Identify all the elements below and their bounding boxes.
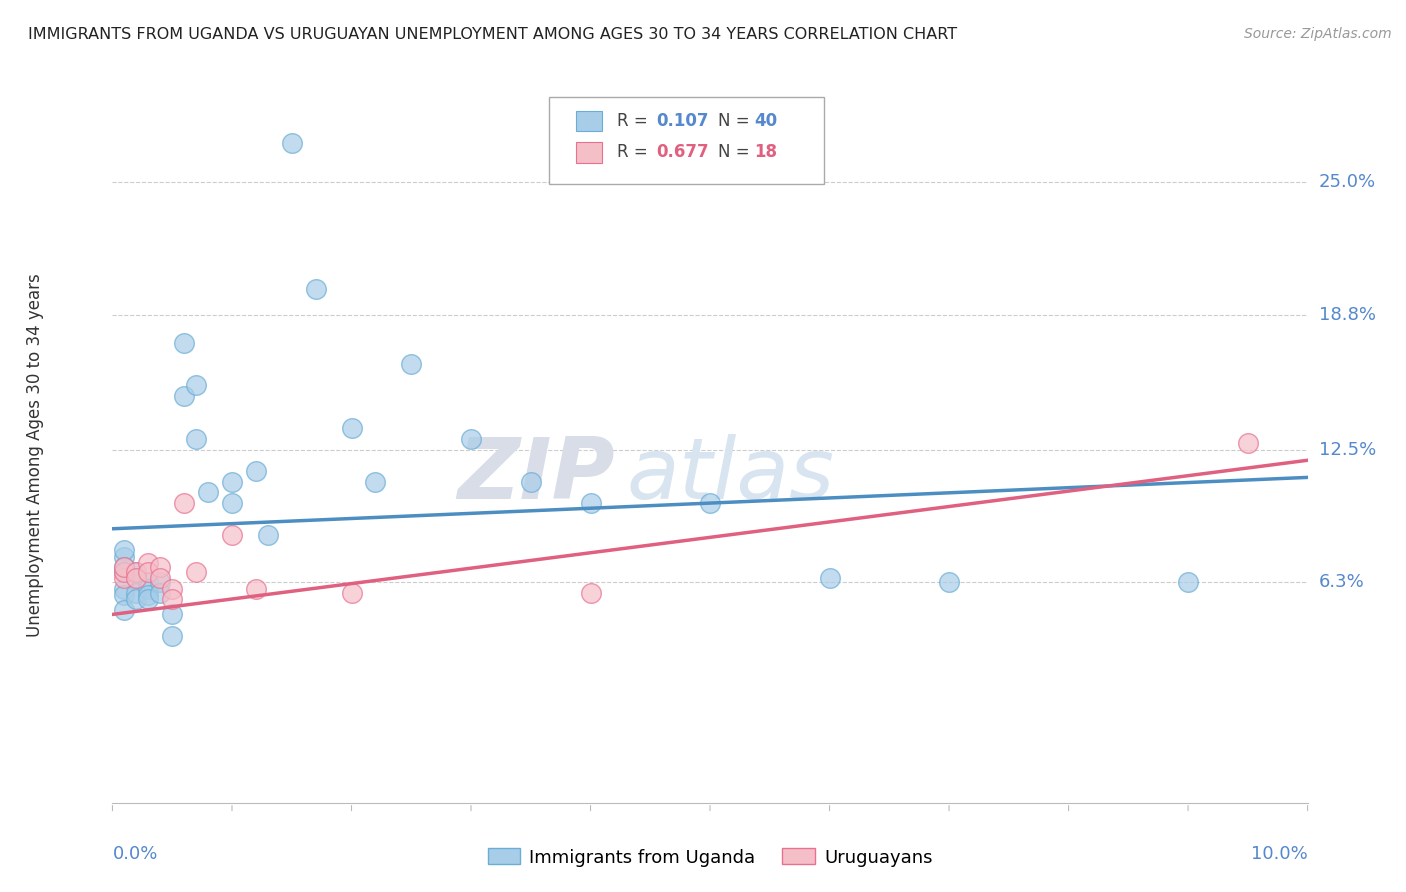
Point [114, 543, 135, 558]
Point [162, 582, 183, 596]
Text: N =: N = [718, 112, 755, 130]
Point [149, 575, 172, 590]
Text: 0.677: 0.677 [657, 144, 709, 161]
Point [245, 582, 267, 596]
Text: 6.3%: 6.3% [1319, 574, 1364, 591]
Text: ZIP: ZIP [457, 434, 614, 517]
Point [579, 496, 602, 510]
Point [125, 565, 148, 579]
Point [125, 571, 148, 585]
Point [699, 496, 721, 510]
Text: R =: R = [617, 144, 652, 161]
Point [221, 475, 243, 489]
Point [149, 571, 172, 585]
Point [114, 560, 135, 574]
Point [197, 485, 219, 500]
Text: 40: 40 [754, 112, 778, 130]
Text: 0.107: 0.107 [657, 112, 709, 130]
Point [186, 565, 208, 579]
Point [304, 282, 326, 296]
Point [125, 565, 148, 579]
Point [138, 588, 160, 602]
Point [125, 592, 148, 607]
Text: 0.0%: 0.0% [112, 845, 157, 863]
Point [114, 603, 135, 617]
Point [173, 496, 195, 510]
FancyBboxPatch shape [576, 111, 603, 131]
Point [340, 421, 363, 435]
Point [245, 464, 267, 478]
Point [173, 389, 195, 403]
Point [114, 588, 135, 602]
FancyBboxPatch shape [548, 96, 824, 184]
Point [340, 586, 363, 600]
Point [149, 560, 172, 574]
Point [186, 378, 208, 392]
Text: Unemployment Among Ages 30 to 34 years: Unemployment Among Ages 30 to 34 years [25, 273, 44, 637]
Point [257, 528, 280, 542]
Legend: Immigrants from Uganda, Uruguayans: Immigrants from Uganda, Uruguayans [481, 841, 939, 874]
Point [114, 549, 135, 564]
Point [221, 496, 243, 510]
Point [1237, 436, 1260, 450]
Point [162, 629, 183, 643]
Point [281, 136, 304, 151]
Text: 25.0%: 25.0% [1319, 173, 1376, 191]
Point [460, 432, 482, 446]
Point [401, 357, 423, 371]
Point [138, 565, 160, 579]
Point [579, 586, 602, 600]
Point [1177, 575, 1199, 590]
FancyBboxPatch shape [576, 142, 603, 162]
Point [138, 592, 160, 607]
Text: atlas: atlas [626, 434, 834, 517]
Point [162, 592, 183, 607]
Point [938, 575, 960, 590]
Point [138, 556, 160, 570]
Point [114, 560, 135, 574]
Point [149, 586, 172, 600]
Point [114, 582, 135, 596]
Text: 18.8%: 18.8% [1319, 306, 1375, 324]
Point [162, 607, 183, 622]
Point [818, 571, 841, 585]
Point [221, 528, 243, 542]
Point [138, 582, 160, 596]
Text: Source: ZipAtlas.com: Source: ZipAtlas.com [1244, 27, 1392, 41]
Point [138, 575, 160, 590]
Point [520, 475, 543, 489]
Text: 12.5%: 12.5% [1319, 441, 1376, 458]
Point [114, 571, 135, 585]
Point [173, 335, 195, 350]
Point [114, 565, 135, 579]
Text: IMMIGRANTS FROM UGANDA VS URUGUAYAN UNEMPLOYMENT AMONG AGES 30 TO 34 YEARS CORRE: IMMIGRANTS FROM UGANDA VS URUGUAYAN UNEM… [28, 27, 957, 42]
Point [186, 432, 208, 446]
Text: 10.0%: 10.0% [1251, 845, 1308, 863]
Point [364, 475, 387, 489]
Point [125, 586, 148, 600]
Text: N =: N = [718, 144, 755, 161]
Text: 18: 18 [754, 144, 778, 161]
Text: R =: R = [617, 112, 652, 130]
Point [125, 571, 148, 585]
Point [114, 565, 135, 579]
